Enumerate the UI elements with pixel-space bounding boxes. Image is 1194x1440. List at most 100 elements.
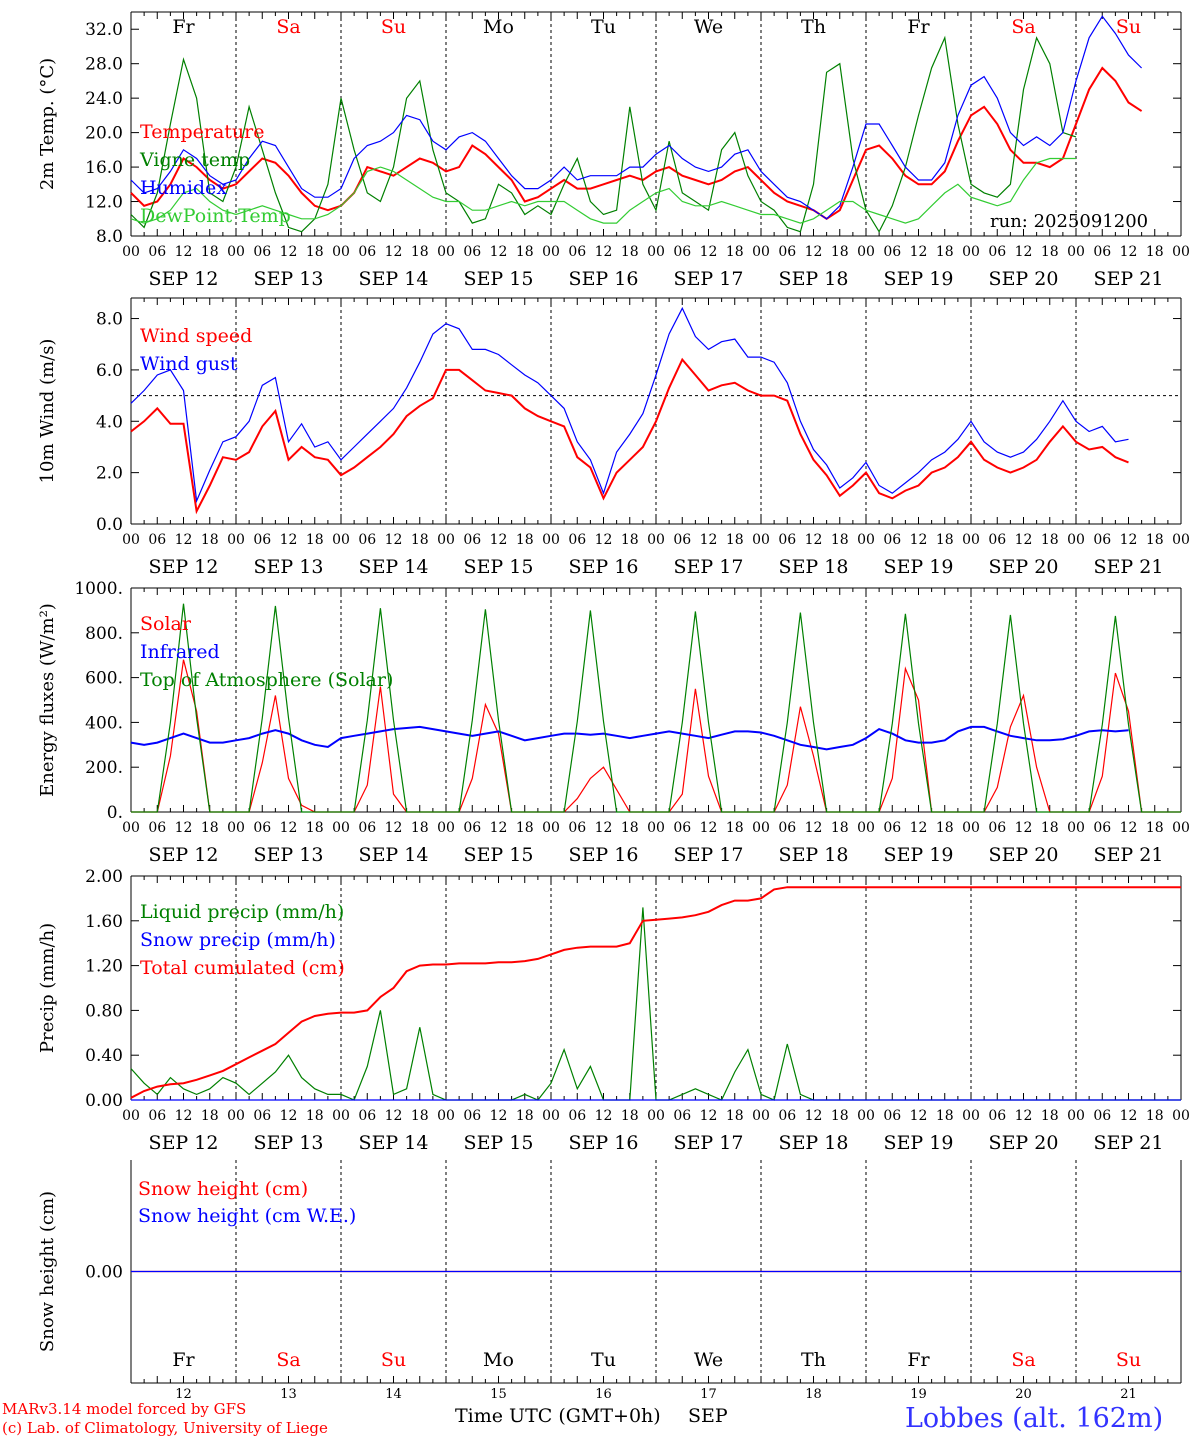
hour-tick-label: 12 (805, 820, 823, 836)
hour-tick-label: 00 (542, 1108, 560, 1124)
legend-entry: Total cumulated (cm) (140, 957, 345, 979)
hour-tick-label: 18 (516, 1108, 534, 1124)
hour-tick-label: 00 (227, 1108, 245, 1124)
day-name-top: Su (1116, 16, 1141, 38)
hour-tick-label: 18 (411, 532, 429, 548)
hour-tick-label: 06 (148, 244, 166, 260)
hour-tick-label: 06 (358, 244, 376, 260)
hour-tick-label: 06 (463, 244, 481, 260)
date-label: SEP 12 (149, 556, 219, 578)
day-name-bottom: Mo (483, 1349, 514, 1371)
hour-tick-label: 18 (201, 532, 219, 548)
hour-tick-label: 00 (332, 532, 350, 548)
series-line (130, 66, 1143, 220)
legend-entry: Humidex (140, 177, 227, 199)
hour-tick-label: 00 (1172, 532, 1190, 548)
date-label: SEP 18 (779, 1132, 849, 1154)
hour-tick-label: 00 (332, 244, 350, 260)
hour-tick-label: 06 (673, 1108, 691, 1124)
date-label: SEP 17 (674, 268, 744, 290)
hour-tick-label: 12 (385, 532, 403, 548)
y-tick-label: 1000. (74, 579, 123, 599)
hour-tick-label: 12 (280, 244, 298, 260)
hour-tick-label: 00 (647, 820, 665, 836)
hour-tick-label: 12 (490, 244, 508, 260)
hour-tick-label: 12 (700, 244, 718, 260)
hour-tick-label: 06 (568, 532, 586, 548)
date-label: SEP 14 (359, 268, 429, 290)
hour-tick-label: 00 (1172, 244, 1190, 260)
date-label: SEP 19 (884, 556, 954, 578)
date-label: SEP 20 (989, 268, 1059, 290)
hour-tick-label: 06 (253, 532, 271, 548)
hour-tick-label: 12 (700, 1108, 718, 1124)
hour-tick-label: 12 (700, 532, 718, 548)
hour-tick-label: 18 (621, 244, 639, 260)
hour-tick-label: 18 (411, 820, 429, 836)
hour-tick-label: 12 (175, 532, 193, 548)
y-tick-label: 2.00 (85, 867, 123, 887)
hour-tick-label: 06 (253, 1108, 271, 1124)
hour-tick-label: 06 (883, 244, 901, 260)
hour-tick-label: 18 (726, 820, 744, 836)
legend-entry: Snow precip (mm/h) (140, 929, 336, 951)
hour-tick-label: 06 (883, 1108, 901, 1124)
hour-tick-label: 18 (936, 1108, 954, 1124)
hour-tick-label: 12 (385, 820, 403, 836)
hour-tick-label: 18 (726, 1108, 744, 1124)
hour-tick-label: 00 (227, 820, 245, 836)
y-tick-label: 8.0 (96, 227, 123, 247)
hour-tick-label: 18 (621, 532, 639, 548)
series-line (131, 603, 1181, 813)
hour-tick-label: 00 (857, 244, 875, 260)
hour-tick-label: 00 (647, 1108, 665, 1124)
day-number: 19 (910, 1387, 927, 1402)
date-label: SEP 14 (359, 556, 429, 578)
hour-tick-label: 18 (1041, 244, 1059, 260)
hour-tick-label: 18 (1041, 532, 1059, 548)
hour-tick-label: 12 (700, 820, 718, 836)
date-label: SEP 21 (1094, 268, 1164, 290)
hour-tick-label: 00 (437, 1108, 455, 1124)
hour-tick-label: 00 (647, 532, 665, 548)
series-line (130, 306, 1129, 504)
hour-tick-label: 06 (673, 532, 691, 548)
date-label: SEP 16 (569, 556, 639, 578)
y-tick-label: 0.00 (85, 1263, 123, 1283)
date-label: SEP 17 (674, 1132, 744, 1154)
hour-tick-label: 18 (1146, 532, 1164, 548)
date-label: SEP 19 (884, 1132, 954, 1154)
legend-entry: Liquid precip (mm/h) (140, 901, 344, 923)
hour-tick-label: 18 (621, 820, 639, 836)
hour-tick-label: 12 (595, 244, 613, 260)
x-axis-title: Time UTC (GMT+0h) (455, 1405, 661, 1427)
date-label: SEP 13 (254, 844, 324, 866)
day-number: 20 (1015, 1387, 1032, 1402)
hour-tick-label: 00 (437, 532, 455, 548)
hour-tick-label: 00 (1172, 820, 1190, 836)
legend-entry: DewPoint Temp (140, 205, 291, 227)
date-label: SEP 18 (779, 268, 849, 290)
y-tick-label: 6.0 (96, 361, 123, 381)
y-tick-label: 32.0 (85, 20, 123, 40)
legend-entry: Infrared (140, 641, 220, 663)
hour-tick-label: 18 (936, 244, 954, 260)
hour-tick-label: 18 (936, 820, 954, 836)
legend-entry: Solar (140, 613, 192, 635)
hour-tick-label: 00 (962, 820, 980, 836)
date-label: SEP 17 (674, 844, 744, 866)
day-name-top: Th (801, 16, 826, 38)
y-axis-title: 2m Temp. (°C) (37, 58, 58, 190)
hour-tick-label: 12 (1120, 532, 1138, 548)
hour-tick-label: 18 (516, 532, 534, 548)
legend-entry: Wind gust (140, 353, 238, 375)
hour-tick-label: 12 (805, 244, 823, 260)
day-name-top: We (694, 16, 723, 38)
hour-tick-label: 12 (910, 1108, 928, 1124)
hour-tick-label: 06 (148, 532, 166, 548)
day-number: 14 (385, 1387, 402, 1402)
hour-tick-label: 12 (1015, 1108, 1033, 1124)
hour-tick-label: 00 (647, 244, 665, 260)
hour-tick-label: 00 (857, 1108, 875, 1124)
